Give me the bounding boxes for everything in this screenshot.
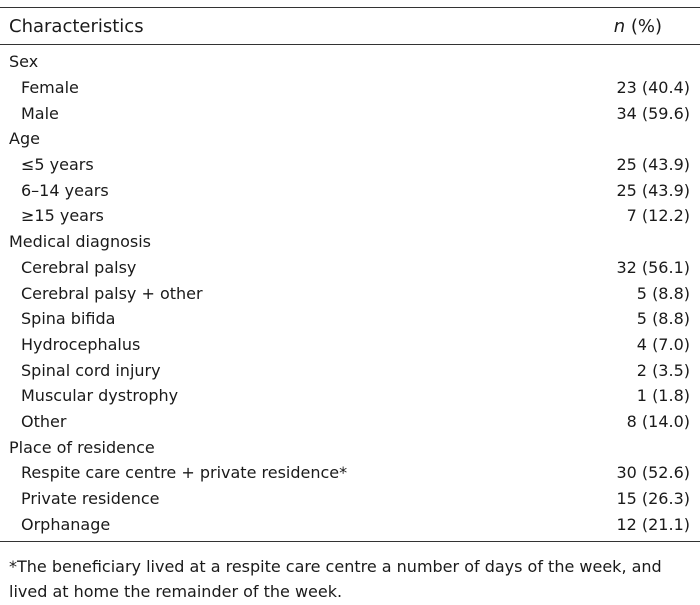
row-label: Orphanage [21,514,111,534]
row-label: Muscular dystrophy [21,386,179,406]
row-label: Spina bifida [21,309,116,329]
table-row: ≤5 years 25 (43.9) [0,152,700,178]
table-row: Female 23 (40.4) [0,75,700,101]
group-title: Sex [9,52,39,72]
table-row: Cerebral palsy + other 5 (8.8) [0,280,700,306]
table-row: Respite care centre + private residence*… [0,460,700,486]
table-row: Orphanage 12 (21.1) [0,511,700,537]
table-row: 6–14 years 25 (43.9) [0,177,700,203]
row-value: 34 (59.6) [616,103,690,123]
row-value: 5 (8.8) [636,283,690,303]
characteristics-table: Characteristics n (%) Sex Female 23 (40.… [0,7,700,543]
header-n-percent: n (%) [542,16,690,37]
group-row-medical-diagnosis: Medical diagnosis [0,229,700,255]
group-row-age: Age [0,126,700,152]
table-row: Cerebral palsy 32 (56.1) [0,255,700,281]
row-value: 12 (21.1) [616,514,690,534]
row-value: 30 (52.6) [616,463,690,483]
table-row: Other 8 (14.0) [0,409,700,435]
group-title: Place of residence [9,437,155,457]
row-value: 7 (12.2) [626,206,690,226]
row-label: Female [21,78,79,98]
table-header-rule [0,44,700,45]
group-title: Age [9,129,40,149]
table-row: Hydrocephalus 4 (7.0) [0,332,700,358]
row-value: 8 (14.0) [626,411,690,431]
row-value: 25 (43.9) [616,180,690,200]
group-row-place-of-residence: Place of residence [0,434,700,460]
table-row: Private residence 15 (26.3) [0,486,700,512]
table-row: Spinal cord injury 2 (3.5) [0,357,700,383]
header-percent: (%) [630,15,662,37]
row-label: ≤5 years [21,155,94,175]
row-value: 32 (56.1) [616,257,690,277]
group-row-sex: Sex [0,49,700,75]
header-n: n [613,15,626,37]
table-row: Spina bifida 5 (8.8) [0,306,700,332]
table-footnote: *The beneficiary lived at a respite care… [9,557,662,601]
row-label: Male [21,103,59,123]
group-title: Medical diagnosis [9,232,151,252]
table-body: Sex Female 23 (40.4) Male 34 (59.6) Age … [0,45,700,541]
table-top-rule [0,7,700,8]
row-label: Other [21,411,67,431]
row-value: 25 (43.9) [616,155,690,175]
row-label: Hydrocephalus [21,334,141,354]
row-value: 4 (7.0) [636,334,690,354]
row-value: 2 (3.5) [636,360,690,380]
row-value: 23 (40.4) [616,78,690,98]
row-label: Cerebral palsy + other [21,283,203,303]
table-row: Male 34 (59.6) [0,100,700,126]
row-value: 1 (1.8) [636,386,690,406]
row-label: Private residence [21,489,160,509]
table-bottom-rule [0,541,700,543]
table-row: ≥15 years 7 (12.2) [0,203,700,229]
table-row: Muscular dystrophy 1 (1.8) [0,383,700,409]
row-value: 15 (26.3) [616,489,690,509]
row-label: 6–14 years [21,180,109,200]
table-header-row: Characteristics n (%) [0,8,700,44]
row-label: Cerebral palsy [21,257,137,277]
row-label: ≥15 years [21,206,104,226]
row-value: 5 (8.8) [636,309,690,329]
row-label: Respite care centre + private residence* [21,463,348,483]
row-label: Spinal cord injury [21,360,161,380]
header-characteristics: Characteristics [9,15,144,37]
